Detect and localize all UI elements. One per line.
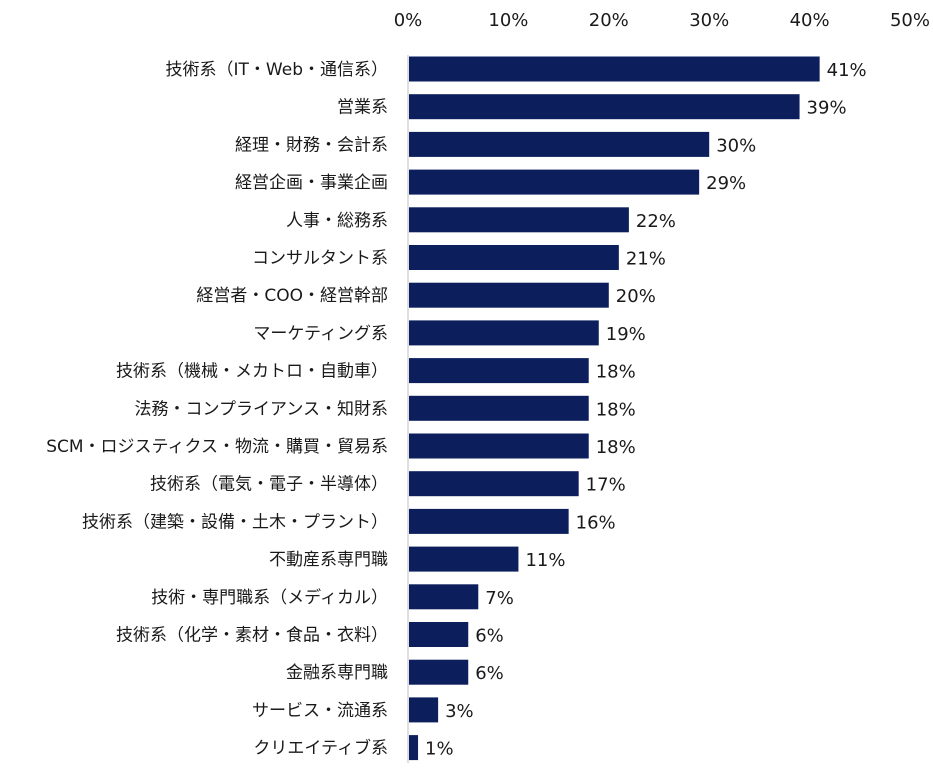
category-label: 不動産系専門職 <box>269 550 388 570</box>
category-labels: 技術系（IT・Web・通信系） 営業系経理・財務・会計系経営企画・事業企画人事・総… <box>46 60 388 759</box>
bar <box>409 320 599 346</box>
value-label: 29% <box>706 173 746 194</box>
category-label: 経理・財務・会計系 <box>235 135 388 155</box>
value-label: 1% <box>425 739 454 760</box>
value-label: 19% <box>606 324 646 345</box>
value-label: 39% <box>807 98 847 119</box>
category-label: 技術系（建築・設備・土木・プラント） <box>82 512 388 532</box>
x-tick-label: 40% <box>790 10 830 31</box>
bar <box>409 358 589 384</box>
bar <box>409 584 479 610</box>
value-label: 21% <box>626 249 666 270</box>
bar <box>409 245 619 270</box>
value-label: 18% <box>596 399 636 420</box>
value-labels: 41% 39% 30% 29% 22% 21% 20% 19% 18% 18% 18% 17% 16% 1… <box>425 60 867 760</box>
category-label: マーケティング系 <box>253 324 388 344</box>
x-tick-label: 50% <box>890 10 930 31</box>
category-label: 技術系（機械・メカトロ・自動車） <box>116 362 388 382</box>
x-axis-ticks: 0% 10% 20% 30% 40% 50% <box>394 10 930 31</box>
bar <box>409 659 469 685</box>
bar <box>409 282 609 308</box>
value-label: 7% <box>485 588 514 609</box>
bar <box>409 508 569 534</box>
category-label: 技術・専門職系（メディカル） <box>151 587 388 608</box>
bar <box>409 433 589 459</box>
value-label: 18% <box>596 437 636 458</box>
category-label: 金融系専門職 <box>286 663 388 683</box>
bar <box>409 131 710 157</box>
category-label: 人事・総務系 <box>286 211 388 231</box>
bars-group <box>409 56 820 761</box>
value-label: 18% <box>596 362 636 383</box>
x-tick-label: 30% <box>689 10 729 31</box>
value-label: 6% <box>475 626 504 647</box>
x-tick-label: 10% <box>488 10 528 31</box>
category-label: SCM・ロジスティクス・物流・購買・貿易系 <box>46 437 388 457</box>
category-label: 経営者・COO・経営幹部 <box>196 285 388 306</box>
value-label: 11% <box>525 550 565 571</box>
category-label: サービス・流通系 <box>252 701 388 721</box>
bar <box>409 94 800 120</box>
category-label: 営業系 <box>337 98 388 118</box>
category-label: 経営企画・事業企画 <box>235 173 388 193</box>
bar <box>409 622 469 647</box>
bar <box>409 207 629 233</box>
value-label: 17% <box>586 475 626 496</box>
category-label: 技術系（電気・電子・半導体） <box>150 475 388 495</box>
value-label: 22% <box>636 211 676 232</box>
category-label: 技術系（IT・Web・通信系） <box>166 60 388 80</box>
value-label: 3% <box>445 701 474 722</box>
category-label: クリエイティブ系 <box>253 738 388 759</box>
value-label: 16% <box>576 512 616 533</box>
x-tick-label: 20% <box>589 10 629 31</box>
category-label: コンサルタント系 <box>252 249 388 269</box>
value-label: 20% <box>616 286 656 307</box>
bar <box>409 169 700 195</box>
bar <box>409 697 439 723</box>
value-label: 6% <box>475 663 504 684</box>
value-label: 30% <box>716 135 756 156</box>
value-label: 41% <box>827 60 867 81</box>
bar <box>409 395 589 421</box>
bar <box>409 735 419 761</box>
x-tick-label: 0% <box>394 10 423 31</box>
category-label: 技術系（化学・素材・食品・衣料） <box>116 626 388 646</box>
bar <box>409 471 579 497</box>
bar <box>409 56 820 82</box>
category-label: 法務・コンプライアンス・知財系 <box>135 399 388 419</box>
bar <box>409 546 519 572</box>
